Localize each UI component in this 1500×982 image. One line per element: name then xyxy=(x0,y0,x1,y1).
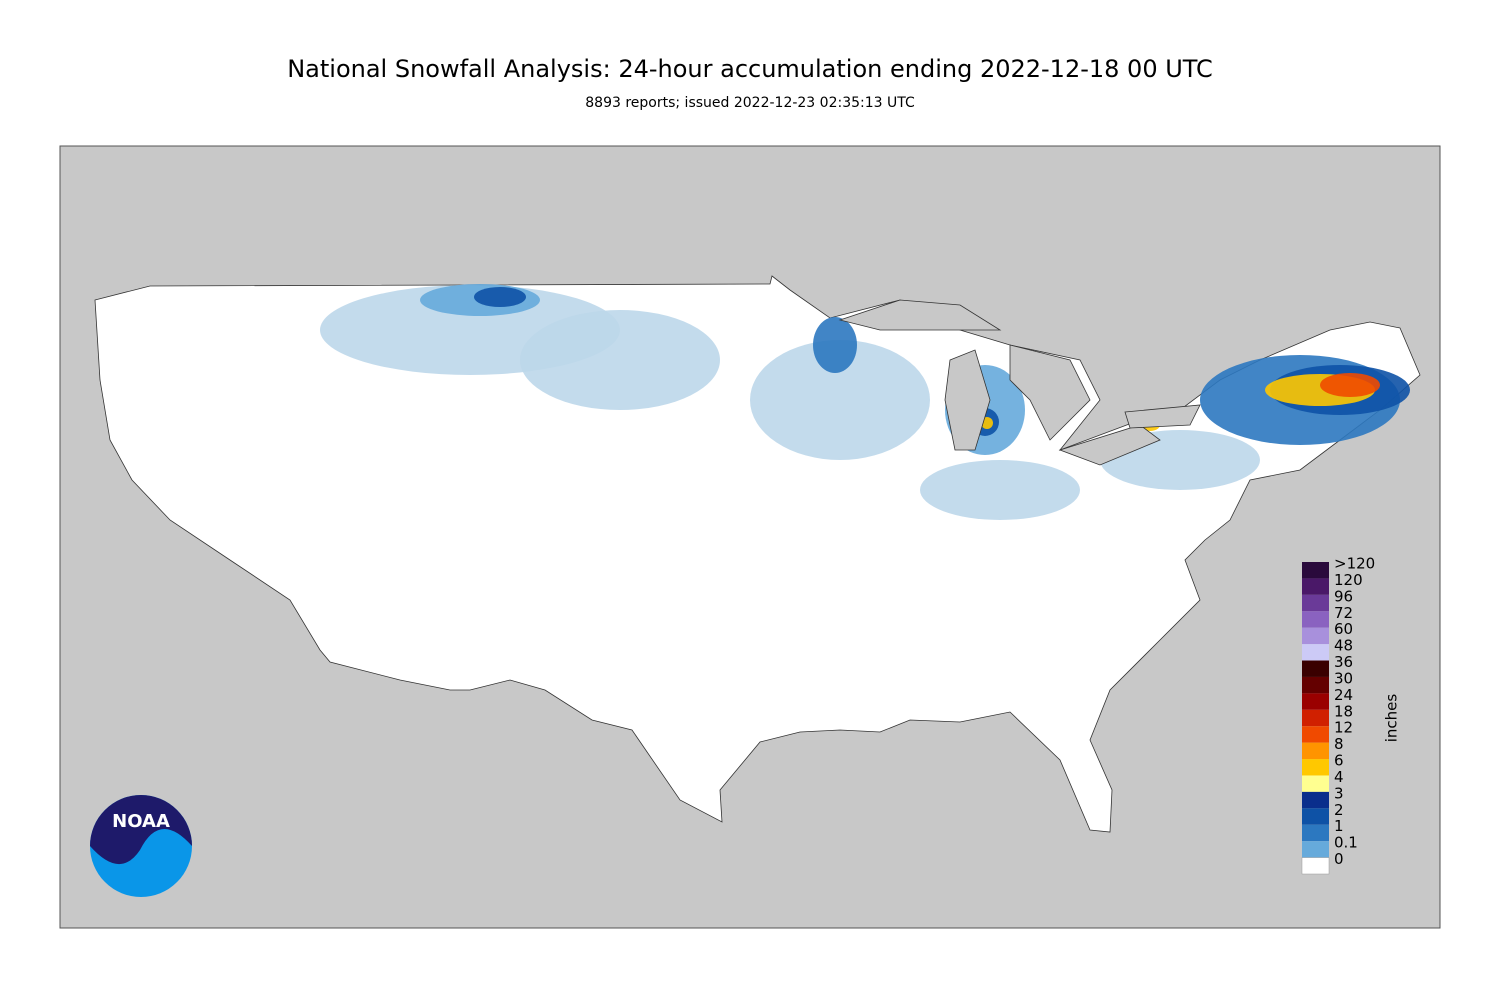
legend-swatch xyxy=(1302,627,1329,645)
legend-swatch xyxy=(1302,824,1329,842)
legend-label: 1 xyxy=(1334,817,1344,835)
legend-swatch xyxy=(1302,562,1329,579)
legend-swatch xyxy=(1302,841,1329,858)
legend-swatch xyxy=(1302,594,1329,612)
legend-label: 120 xyxy=(1334,571,1363,589)
legend-label: 6 xyxy=(1334,752,1344,770)
legend-swatch xyxy=(1302,775,1329,792)
legend-label: 36 xyxy=(1334,653,1353,671)
great-lakes xyxy=(838,299,1201,466)
legend-swatch xyxy=(1302,726,1329,743)
legend-label: 12 xyxy=(1334,719,1353,737)
legend-label: 24 xyxy=(1334,686,1353,704)
legend-label: 4 xyxy=(1334,768,1344,786)
legend-swatch xyxy=(1301,857,1330,875)
legend-swatch xyxy=(1302,660,1329,677)
legend-label: 96 xyxy=(1334,587,1353,605)
legend-swatch xyxy=(1302,791,1329,809)
legend-label: 3 xyxy=(1334,784,1344,802)
legend-swatch xyxy=(1302,644,1329,661)
title: National Snowfall Analysis: 24-hour accu… xyxy=(287,55,1213,83)
legend-label: 8 xyxy=(1334,735,1344,753)
legend-label: 0 xyxy=(1334,850,1344,868)
legend-label: 30 xyxy=(1334,669,1353,687)
legend-label: >120 xyxy=(1334,555,1375,573)
legend-swatch xyxy=(1302,709,1329,727)
legend-label: 60 xyxy=(1334,620,1353,638)
legend-swatch xyxy=(1302,578,1329,595)
logo-text: NOAA xyxy=(112,811,170,832)
legend-label: 2 xyxy=(1334,801,1344,819)
legend-swatch xyxy=(1302,693,1329,710)
legend-label: 0.1 xyxy=(1334,834,1358,852)
legend-label: 72 xyxy=(1334,604,1353,622)
legend-unit: inches xyxy=(1383,694,1401,743)
legend-swatch xyxy=(1302,742,1329,760)
legend-swatch xyxy=(1302,676,1329,694)
legend-label: 48 xyxy=(1334,637,1353,655)
noaa-logo: NOAA xyxy=(90,795,192,897)
subtitle: 8893 reports; issued 2022-12-23 02:35:13… xyxy=(585,95,915,111)
legend-swatch xyxy=(1302,759,1329,776)
map xyxy=(59,145,1441,929)
legend-label: 18 xyxy=(1334,702,1353,720)
legend-swatch xyxy=(1302,808,1329,825)
legend-swatch xyxy=(1302,611,1329,628)
us-land xyxy=(94,275,1421,833)
